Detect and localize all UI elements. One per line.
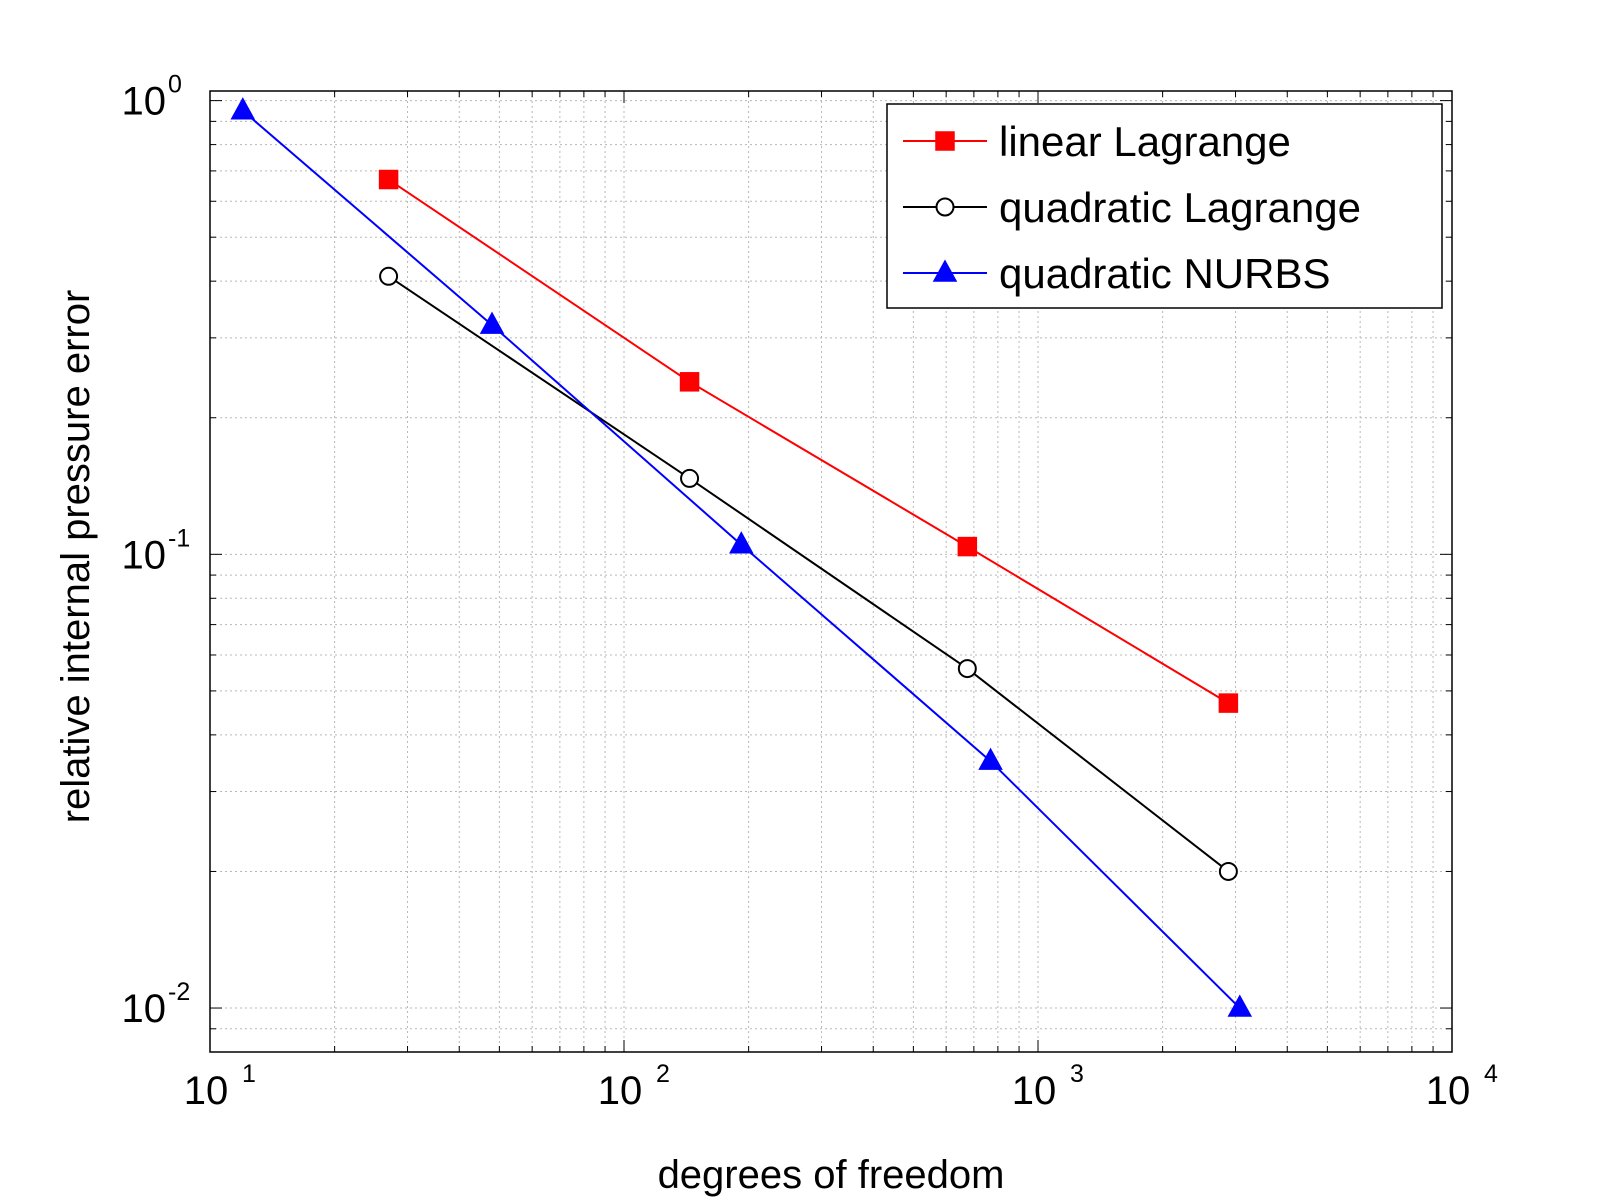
series-triangle <box>230 97 1253 1017</box>
data-point <box>1227 994 1253 1017</box>
data-point <box>379 266 399 286</box>
data-point <box>1218 861 1238 881</box>
data-point <box>230 97 256 120</box>
data-point <box>378 169 399 190</box>
data-point <box>1218 693 1239 713</box>
series-line <box>388 178 1229 704</box>
data-point <box>680 468 700 488</box>
legend: linear Lagrange quadratic Lagrange quadrat… <box>886 103 1443 309</box>
axis-ticks: 10 1 10 2 10 3 10 410 -210 -110 0 <box>122 71 1499 1113</box>
legend-label: quadratic Lagrange <box>999 184 1361 231</box>
data-point <box>679 372 700 392</box>
y-tick-exponent: 0 <box>168 71 182 99</box>
y-tick-label: 10 <box>122 80 167 124</box>
x-tick-label: 10 <box>598 1069 643 1113</box>
x-tick-label: 10 <box>1426 1069 1471 1113</box>
legend-marker <box>932 259 958 282</box>
series-line <box>388 275 1229 873</box>
y-tick-label: 10 <box>122 987 167 1031</box>
x-axis-label: degrees of freedom <box>658 1153 1005 1197</box>
y-tick-exponent: -2 <box>168 978 190 1006</box>
x-tick-exponent: 2 <box>656 1060 670 1088</box>
y-tick-label: 10 <box>122 533 167 577</box>
data-point <box>957 659 977 679</box>
data-point <box>479 311 505 334</box>
x-tick-exponent: 1 <box>242 1060 256 1088</box>
x-tick-exponent: 4 <box>1484 1060 1498 1088</box>
legend-label: quadratic NURBS <box>999 250 1330 297</box>
data-series <box>230 97 1253 1017</box>
series-square <box>378 169 1239 713</box>
x-tick-label: 10 <box>1012 1069 1057 1113</box>
data-point <box>978 747 1003 770</box>
legend-label: linear Lagrange <box>999 118 1291 165</box>
legend-marker <box>935 131 955 151</box>
legend-marker <box>935 197 955 217</box>
y-axis-label: relative internal pressure error <box>54 290 98 824</box>
y-tick-exponent: -1 <box>168 524 190 552</box>
x-tick-label: 10 <box>184 1069 229 1113</box>
plot-area-frame <box>209 90 1453 1053</box>
x-tick-exponent: 3 <box>1070 1060 1084 1088</box>
data-point <box>729 531 754 554</box>
series-circle <box>379 266 1238 881</box>
data-point <box>957 536 978 557</box>
